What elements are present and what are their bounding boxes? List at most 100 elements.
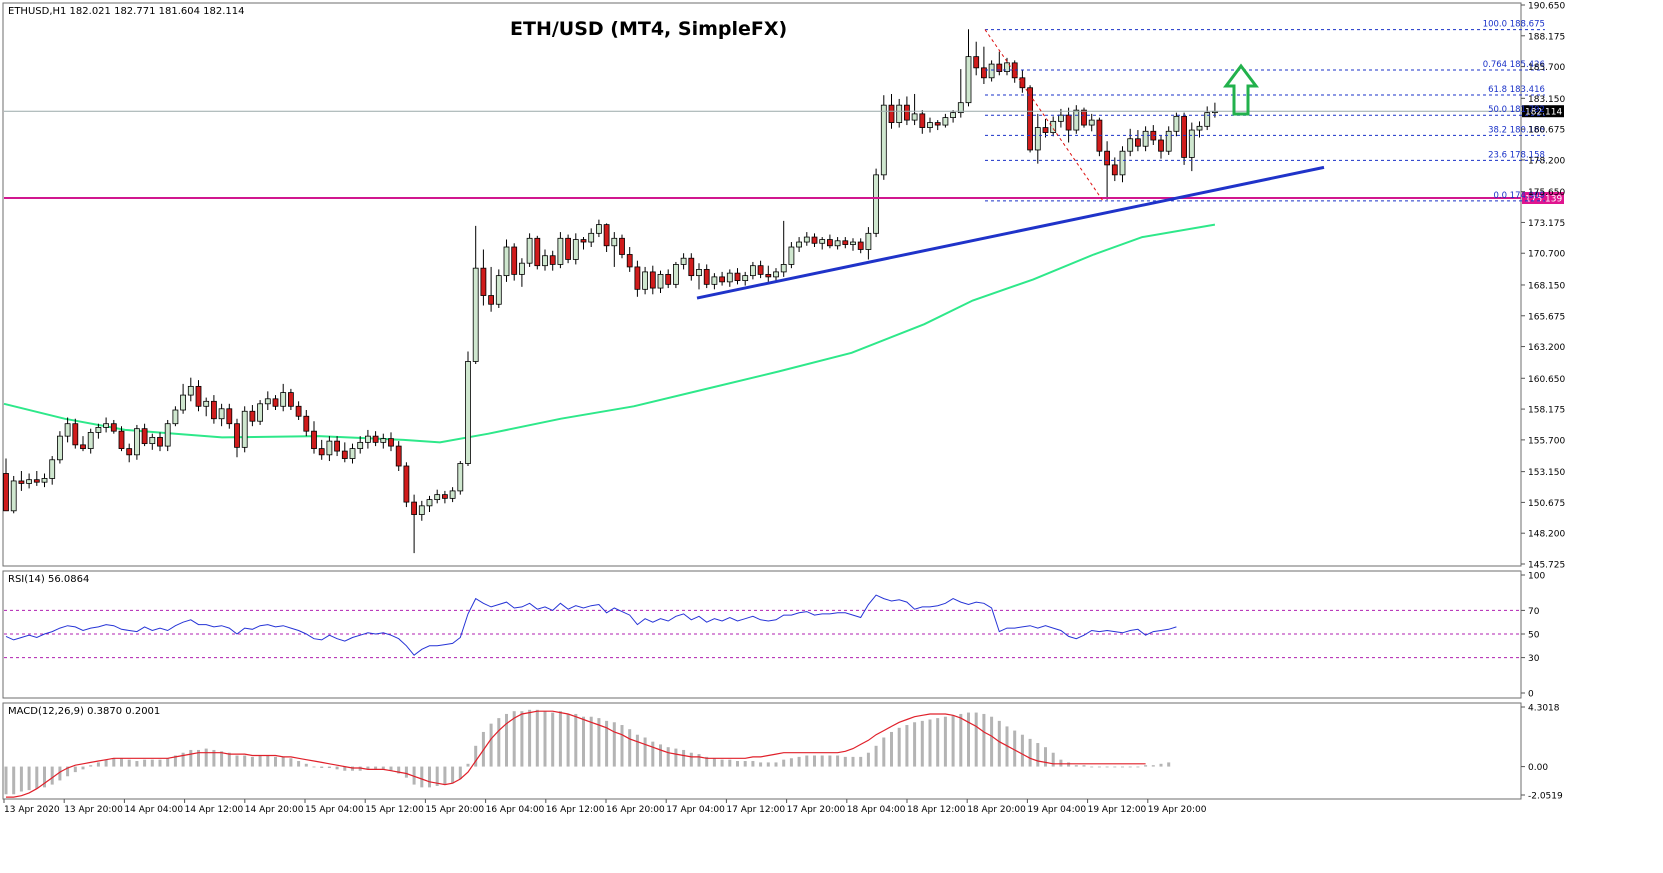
bullish-candle	[834, 240, 841, 247]
macd-histogram-bar	[235, 755, 239, 767]
macd-histogram-bar	[905, 725, 909, 767]
bullish-candle	[64, 423, 71, 437]
bullish-candle	[1204, 112, 1211, 127]
bearish-candle	[1065, 114, 1072, 131]
macd-histogram-bar	[389, 766, 393, 771]
bullish-candle	[26, 479, 33, 484]
macd-histogram-bar	[612, 722, 616, 767]
bullish-candle	[1119, 150, 1126, 176]
price-tick-label: 180.675	[1528, 126, 1565, 136]
bearish-candle	[80, 444, 86, 449]
bullish-candle	[596, 224, 602, 234]
bearish-candle	[565, 237, 571, 260]
macd-histogram-bar	[913, 722, 917, 767]
bullish-candle	[896, 104, 903, 123]
macd-histogram-bar	[1159, 763, 1163, 767]
price-tick-label: 168.150	[1528, 281, 1565, 291]
macd-histogram-bar	[96, 762, 100, 767]
macd-histogram-bar	[50, 766, 54, 785]
bullish-candle	[449, 490, 456, 499]
bullish-candle	[280, 392, 287, 407]
macd-histogram-bar	[1067, 762, 1071, 767]
bearish-candle	[734, 272, 741, 282]
bullish-candle	[611, 237, 618, 247]
price-tick-label: 163.200	[1528, 343, 1565, 353]
bearish-candle	[234, 423, 240, 448]
macd-histogram-bar	[366, 766, 370, 770]
macd-histogram-bar	[712, 758, 716, 767]
macd-histogram-bar	[420, 766, 424, 788]
bullish-candle	[1127, 138, 1134, 152]
bullish-candle	[495, 275, 502, 305]
macd-histogram-bar	[381, 766, 385, 770]
bearish-candle	[195, 385, 202, 407]
bullish-candle	[203, 400, 210, 407]
macd-histogram-bar	[320, 766, 324, 768]
bullish-candle	[418, 505, 425, 515]
macd-histogram-bar	[967, 712, 970, 767]
macd-histogram-bar	[412, 766, 416, 785]
bullish-candle	[326, 440, 333, 456]
macd-histogram-bar	[258, 755, 262, 767]
rsi-tick-label: 0	[1528, 690, 1534, 700]
macd-histogram-bar	[281, 756, 285, 767]
macd-histogram-bar	[859, 756, 863, 767]
bearish-candle	[110, 423, 117, 432]
macd-histogram-bar	[497, 718, 501, 767]
macd-histogram-bar	[458, 766, 462, 780]
bearish-candle	[757, 265, 764, 275]
bearish-candle	[1135, 138, 1141, 147]
bearish-candle	[649, 271, 656, 289]
bullish-candle	[711, 276, 718, 285]
rsi-tick-label: 30	[1528, 654, 1540, 664]
bearish-candle	[1158, 139, 1164, 152]
time-tick-label: 16 Apr 04:00	[486, 805, 545, 815]
time-tick-label: 19 Apr 20:00	[1148, 805, 1207, 815]
macd-histogram-bar	[404, 766, 408, 778]
bearish-candle	[626, 254, 633, 268]
macd-histogram-bar	[312, 766, 316, 768]
macd-histogram-bar	[705, 756, 709, 767]
macd-histogram-bar	[589, 716, 593, 767]
macd-histogram-bar	[1005, 726, 1009, 767]
bullish-candle	[1058, 114, 1064, 122]
macd-panel-frame	[2, 702, 1522, 800]
bullish-candle	[988, 63, 995, 79]
macd-histogram-bar	[828, 755, 832, 767]
macd-histogram-bar	[1082, 765, 1086, 767]
rsi-layer: 100 70 50 30 0	[4, 572, 1545, 700]
fibonacci-level-label: 100.0 188.675	[1483, 20, 1545, 30]
bullish-candle	[472, 267, 479, 362]
macd-histogram-bar	[659, 744, 662, 767]
macd-histogram-bar	[274, 756, 277, 767]
bullish-candle	[588, 232, 595, 243]
bearish-candle	[904, 104, 910, 121]
macd-histogram-bar	[874, 745, 878, 767]
macd-histogram-bar	[759, 762, 763, 767]
fibonacci-level-label: 0.764 185.426	[1483, 60, 1545, 70]
bullish-candle	[673, 264, 679, 285]
macd-histogram-bar	[173, 755, 177, 767]
bearish-candle	[118, 430, 125, 449]
macd-histogram-bar	[466, 763, 470, 767]
bullish-candle	[1004, 62, 1010, 72]
bullish-candle	[865, 232, 872, 250]
bullish-candle	[796, 241, 802, 248]
macd-histogram-bar	[882, 737, 886, 767]
macd-histogram-bar	[35, 766, 39, 789]
macd-signal-line	[6, 710, 1146, 798]
macd-histogram-bar	[674, 748, 678, 767]
price-tick-label: 183.150	[1528, 95, 1565, 105]
bullish-candle	[696, 269, 702, 277]
macd-histogram-bar	[836, 755, 840, 767]
candle-layer	[3, 29, 1218, 554]
macd-histogram-bar	[73, 766, 77, 773]
rsi-label: RSI(14) 56.0864	[8, 574, 89, 585]
bullish-candle	[773, 271, 779, 278]
bullish-candle	[942, 117, 949, 126]
bullish-candle	[426, 499, 433, 507]
bearish-candle	[1027, 87, 1033, 151]
macd-histogram-bar	[897, 727, 901, 767]
macd-histogram-bar	[297, 761, 301, 767]
